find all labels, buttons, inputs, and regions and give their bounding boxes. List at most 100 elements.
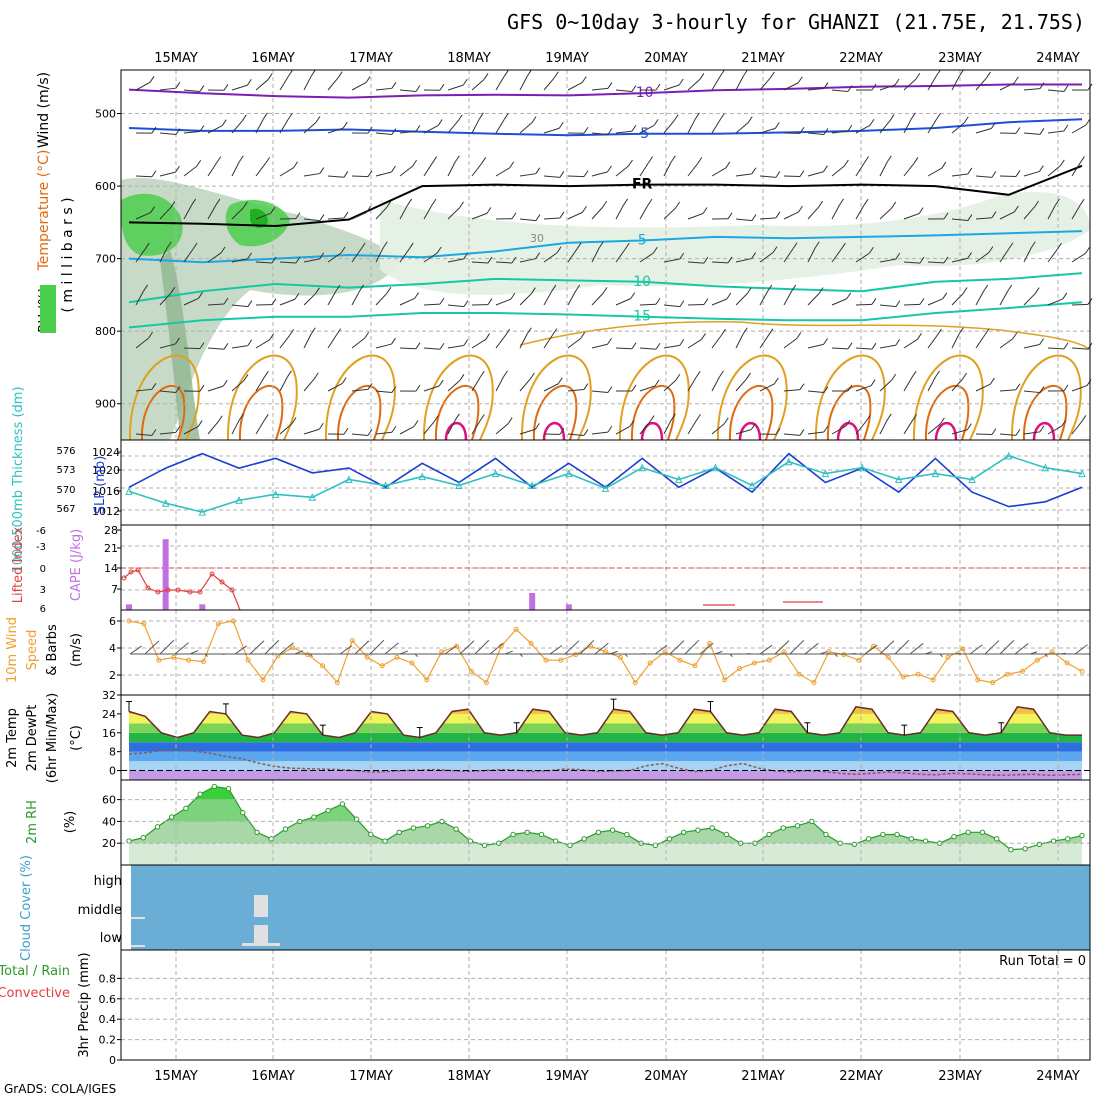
wind-barb	[471, 339, 486, 349]
y-tick-label: 1016	[92, 485, 120, 498]
wind-barb	[831, 165, 845, 177]
wind10-barbs-label: & Barbs	[45, 624, 60, 676]
wind-barb	[327, 290, 337, 306]
wind-barb	[231, 120, 243, 134]
wind-barb	[399, 165, 413, 177]
isotherm-line	[128, 83, 1082, 99]
wind-speed-marker	[811, 680, 817, 686]
wind-barb-feather	[631, 124, 637, 132]
wind-barb	[903, 118, 912, 134]
wind-barb-feather	[437, 119, 443, 126]
wind-barb-feather	[552, 328, 558, 335]
wind-barb	[663, 258, 680, 263]
isotherm-20-loop	[716, 354, 788, 441]
wind-barb-feather	[799, 383, 805, 390]
isotherm-30-loop	[836, 421, 860, 441]
wind-barb-feather	[746, 287, 752, 294]
wind-barb-feather	[415, 342, 421, 349]
isotherm-25-loop	[140, 384, 186, 441]
wind-barb	[1014, 643, 1029, 655]
wind-barb	[189, 650, 199, 655]
wind-barb	[639, 385, 656, 392]
wind-barb	[303, 333, 312, 349]
wind-barb	[609, 650, 618, 655]
wind-speed-marker	[900, 674, 906, 680]
wind-barb-feather	[192, 242, 198, 250]
wind-barb	[423, 204, 433, 220]
wind-barb	[294, 650, 304, 655]
wind-barb-feather	[910, 112, 916, 120]
date-label-top: 23MAY	[938, 51, 982, 66]
wind-barb-feather	[742, 327, 748, 335]
wind-barb-feather	[869, 118, 875, 126]
wind-speed-marker	[751, 660, 757, 666]
y-tick-label: 1024	[92, 446, 120, 459]
wind-barb	[783, 433, 800, 436]
wind-barb	[903, 261, 920, 264]
wind-barb	[711, 261, 729, 264]
wind-barb	[183, 165, 198, 177]
y-tick-label: 20	[102, 837, 116, 850]
cape-bar	[529, 593, 536, 610]
wind-barb-feather	[673, 114, 679, 121]
wind-barb	[231, 207, 244, 220]
wind-barb	[687, 213, 704, 220]
wind-barb	[615, 130, 632, 134]
wind-barb	[831, 347, 849, 350]
wind-barb	[543, 217, 560, 220]
wind-barb-feather	[967, 167, 973, 175]
wind-barb-feather	[775, 171, 781, 178]
wind-barb	[375, 132, 392, 135]
y-tick-label: 600	[95, 180, 116, 193]
wind-barb	[495, 167, 510, 177]
wind-barb	[159, 639, 175, 655]
wind-barb	[549, 645, 563, 655]
wind-barb	[351, 248, 362, 263]
isotherm-30-loop	[1032, 421, 1056, 441]
y-tick-label: 0.2	[99, 1034, 117, 1047]
rh-marker	[524, 829, 530, 836]
wind-barb	[399, 425, 415, 435]
wind-barb	[159, 206, 172, 220]
wind-barb-feather	[526, 327, 532, 335]
wind-barb	[231, 84, 248, 91]
wind-barb	[783, 175, 801, 178]
wind-barb	[519, 653, 523, 657]
wind-barb-feather	[433, 415, 439, 422]
wind-barb	[327, 77, 339, 91]
wind-barb-feather	[391, 82, 397, 89]
wind-barb	[699, 642, 714, 655]
wind-barb	[735, 218, 752, 222]
wind-barb-feather	[319, 252, 325, 260]
wind-barb-feather	[503, 113, 509, 120]
wind-barb	[831, 89, 848, 93]
wind-barb	[351, 175, 369, 178]
run-total-label: Run Total = 0	[999, 954, 1086, 969]
wind-barb	[759, 77, 771, 91]
rh-bands	[129, 786, 1082, 844]
wind-barb-feather	[367, 170, 373, 177]
wind-barb-feather	[935, 69, 941, 77]
li-marker	[187, 589, 193, 595]
wind-barb	[855, 204, 865, 220]
wind-barb-feather	[959, 69, 964, 77]
rh-marker	[951, 833, 957, 840]
wind-barb-feather	[463, 252, 469, 260]
wind-barb-feather	[556, 246, 562, 254]
wind-barb-feather	[583, 170, 589, 177]
isotherm-20-loop	[814, 354, 886, 441]
thickness-marker	[565, 469, 573, 478]
wind-barb	[207, 385, 224, 392]
wind-speed-marker	[528, 640, 534, 646]
wind-barb	[615, 89, 632, 93]
rh-marker	[794, 823, 801, 829]
wind-barb-feather	[751, 167, 757, 175]
wind-barb-feather	[439, 83, 445, 91]
wind-barb-feather	[607, 425, 613, 433]
wind-barb	[855, 347, 872, 350]
wind-barb-feather	[886, 155, 892, 163]
y-tick-label: 8	[109, 746, 116, 759]
wind-barb-feather	[772, 246, 778, 253]
wind-barb	[807, 88, 824, 91]
wind-barb	[615, 347, 633, 350]
